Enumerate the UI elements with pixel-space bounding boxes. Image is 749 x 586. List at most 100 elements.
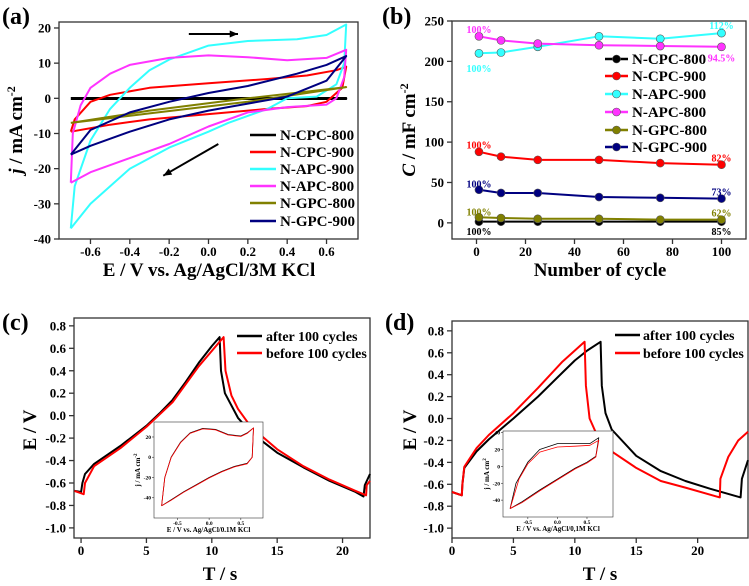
y-axis-label-variable: C	[399, 164, 420, 177]
inset-y-axis-label-superscript: 2	[483, 458, 488, 461]
data-point	[474, 212, 484, 222]
y-tick-label: 0.8	[428, 323, 445, 338]
x-tick-label: -0.5	[523, 520, 532, 526]
annotation-label: 100%	[466, 179, 491, 190]
x-tick-label: 0.5	[237, 521, 244, 527]
y-tick-label: 0.8	[50, 318, 67, 333]
x-tick-label: 10	[205, 543, 218, 558]
x-tick-label: -0.5	[173, 521, 182, 527]
annotation-label: 100%	[466, 141, 491, 152]
y-tick-label: -20	[34, 161, 51, 176]
y-tick-label: 10	[38, 56, 51, 71]
x-tick-label: 5	[143, 543, 150, 558]
x-tick-label: 0.4	[279, 244, 296, 259]
y-tick-label: 0.6	[50, 341, 67, 356]
data-point	[717, 194, 726, 203]
x-tick-label: 0.0	[554, 520, 561, 526]
series-line-n-gpc-900	[70, 55, 348, 156]
data-point	[474, 185, 484, 195]
legend-marker	[612, 89, 621, 99]
data-point	[655, 158, 665, 168]
panel-c: (c) 0 5 10 15 20 0.8 0.6 0.4 0.2 0.0 -0.2 -0.4 -0.6 -0…	[2, 310, 371, 585]
y-axis-label: j / mA cm-2	[4, 86, 27, 177]
data-point	[717, 215, 726, 224]
plot-frame	[451, 20, 747, 240]
x-tick-label: 80	[666, 244, 679, 259]
data-point	[655, 193, 665, 203]
y-axis-label-superscript: -2	[397, 83, 411, 93]
inset-y-axis-label: j / mA cm2	[483, 458, 491, 491]
legend-entry: N-GPC-800	[632, 123, 707, 139]
plot-frame	[73, 317, 371, 539]
legend-entry: N-CPC-800	[632, 52, 706, 68]
legend-marker	[612, 54, 621, 64]
x-tick-label: 15	[630, 543, 644, 558]
panel-label: (c)	[2, 310, 29, 336]
annotation-label: 112%	[709, 21, 733, 32]
x-tick-label: 0.0	[200, 244, 216, 259]
y-tick-label: -40	[493, 498, 501, 504]
y-tick-label: 0.2	[428, 389, 444, 404]
y-axis-label: E / V	[20, 409, 41, 450]
series-line-after-100-cycles	[451, 340, 749, 499]
y-axis-label: C / mF cm-2	[397, 83, 420, 176]
legend-entry: N-APC-900	[280, 162, 354, 178]
y-tick-label: -0.8	[45, 498, 66, 513]
y-tick-label: 20	[495, 448, 501, 454]
x-tick-label: 0	[449, 543, 456, 558]
y-axis-label-variable: j	[6, 168, 27, 177]
data-point	[655, 215, 665, 224]
data-point	[533, 214, 543, 224]
y-tick-label: 0.2	[50, 386, 66, 401]
y-axis-label: E / V	[400, 409, 421, 450]
x-tick-label: 60	[617, 244, 630, 259]
legend-entry: N-APC-800	[632, 105, 706, 121]
x-tick-label: 10	[568, 543, 581, 558]
x-tick-label: -0.2	[159, 244, 180, 259]
y-tick-label: 50	[431, 175, 444, 190]
plot-frame	[451, 320, 749, 539]
legend-entry: before 100 cycles	[266, 347, 367, 362]
y-tick-label: 0.4	[428, 367, 445, 382]
legend-marker	[612, 107, 621, 117]
data-point	[533, 188, 543, 198]
y-tick-label: 200	[425, 54, 445, 69]
legend-entry: N-CPC-800	[280, 128, 354, 144]
annotation-label: 100%	[466, 64, 491, 75]
y-axis-label-text: E / V	[400, 409, 421, 450]
data-point	[496, 48, 506, 57]
y-tick-label: -1.0	[423, 521, 444, 536]
legend-marker	[612, 142, 621, 152]
y-tick-label: -20	[144, 475, 152, 481]
annotation-label: 94.5%	[708, 53, 736, 64]
y-tick-label: 20	[146, 435, 152, 441]
series-line-n-gpc-800	[70, 86, 348, 124]
y-axis-label-text: / mF cm	[399, 93, 420, 164]
x-tick-label: 40	[568, 244, 581, 259]
y-tick-label: 0.0	[50, 408, 66, 423]
x-tick-label: 20	[519, 244, 532, 259]
legend-entry: N-APC-900	[632, 87, 706, 103]
x-tick-label: 15	[271, 543, 285, 558]
x-tick-label: 20	[691, 543, 704, 558]
y-tick-label: 20	[38, 20, 51, 35]
inset-x-axis-label: E / V vs. Ag/AgCl/0,1M KCl	[516, 525, 600, 533]
legend-entry: before 100 cycles	[643, 347, 744, 362]
x-tick-label: -0.4	[120, 244, 141, 259]
data-point	[496, 36, 506, 45]
x-tick-label: 100	[712, 244, 732, 259]
y-tick-label: -0.2	[45, 431, 66, 446]
scan-direction-arrow	[162, 143, 219, 177]
legend-entry: N-CPC-900	[632, 69, 706, 85]
x-tick-label: 5	[510, 543, 517, 558]
panel-b: (b) 0 20 40 60 80 100 0 50 100 150 200 250 Number of …	[382, 4, 747, 281]
panel-d: (d)0 5 10 15 200.80.60.40.20.0-0.2-0.4-0.6-0…	[385, 310, 749, 585]
y-tick-label: 0	[438, 215, 445, 230]
legend-entry: N-APC-800	[280, 179, 354, 195]
series-line-before-100-cycles	[451, 340, 749, 499]
x-axis-label: T / s	[203, 564, 238, 585]
data-point	[496, 213, 506, 223]
data-point	[533, 155, 543, 165]
